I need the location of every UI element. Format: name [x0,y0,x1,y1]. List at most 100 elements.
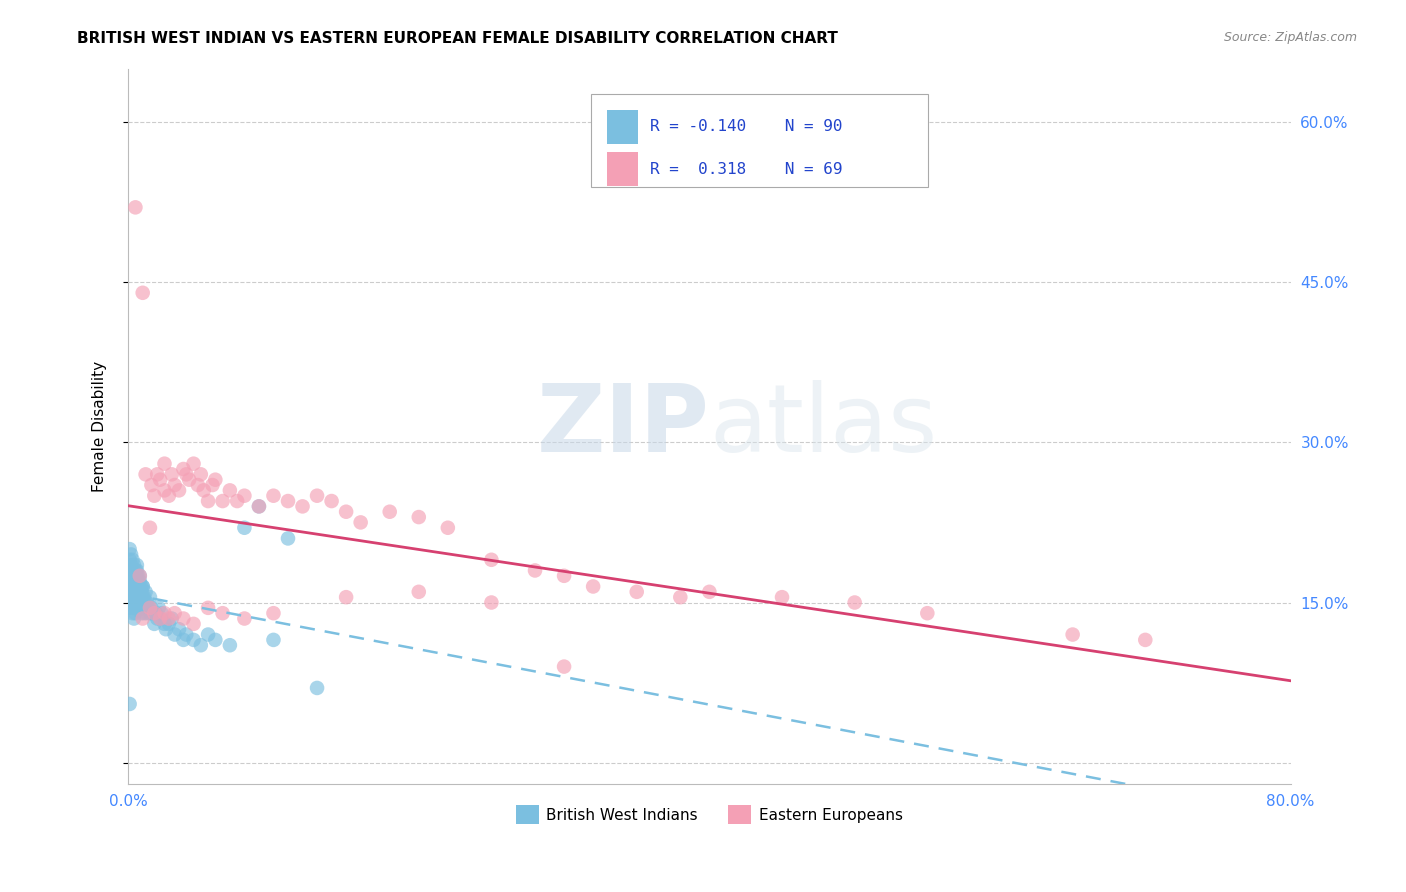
Point [131,579,153,593]
Text: Source: ZipAtlas.com: Source: ZipAtlas.com [1223,31,1357,45]
Point [291,500,314,514]
Point [163,627,186,641]
Point [553,569,575,583]
Point [127,569,149,583]
Point [143,606,166,620]
Point [124,564,146,578]
Point [120,579,142,593]
Point [201,478,224,492]
Point [626,584,648,599]
Point [122,558,145,573]
Point [155,622,177,636]
Point [125,558,148,573]
Point [582,579,605,593]
Point [263,606,285,620]
Point [120,569,142,583]
Point [129,606,152,620]
Point [135,595,157,609]
Point [197,627,219,641]
Point [120,558,142,573]
Legend: British West Indians, Eastern Europeans: British West Indians, Eastern Europeans [509,799,910,830]
Point [167,622,190,636]
Point [143,489,166,503]
Point [141,478,163,492]
Point [122,611,145,625]
Point [125,569,148,583]
Point [157,616,180,631]
Point [149,473,172,487]
Point [118,564,141,578]
Point [127,595,149,609]
Point [153,457,176,471]
Point [125,600,148,615]
Point [844,595,866,609]
Point [1135,632,1157,647]
Point [145,606,167,620]
Point [131,590,153,604]
Point [121,574,143,589]
Point [699,584,721,599]
Point [204,473,226,487]
Point [124,579,146,593]
Point [128,600,150,615]
Point [335,505,357,519]
Point [125,564,148,578]
Point [218,483,240,498]
Point [153,616,176,631]
Point [131,600,153,615]
Point [124,590,146,604]
Point [183,457,205,471]
Point [146,611,169,625]
Point [141,600,163,615]
Point [179,473,201,487]
Point [121,564,143,578]
Point [125,590,148,604]
Point [122,569,145,583]
Point [118,542,141,557]
Point [163,606,186,620]
Point [118,595,141,609]
Point [157,611,180,625]
Point [183,616,205,631]
Point [153,606,176,620]
Point [149,611,172,625]
Point [121,606,143,620]
Point [131,611,153,625]
Point [124,606,146,620]
Point [157,489,180,503]
Point [124,574,146,589]
Point [150,606,173,620]
Point [149,611,172,625]
Point [136,595,159,609]
Point [121,584,143,599]
Point [1062,627,1084,641]
Point [127,584,149,599]
Point [167,483,190,498]
Point [134,606,156,620]
Point [553,659,575,673]
Point [129,579,152,593]
Point [190,467,212,482]
Point [277,532,299,546]
Point [118,697,141,711]
Point [172,632,194,647]
Point [172,462,194,476]
Text: R = -0.140    N = 90: R = -0.140 N = 90 [650,120,842,134]
Point [139,606,162,620]
Point [135,467,157,482]
Point [142,606,165,620]
Point [481,595,503,609]
Point [125,579,148,593]
Point [307,681,329,695]
Point [135,600,157,615]
Point [277,494,299,508]
Point [321,494,343,508]
Point [190,638,212,652]
Text: atlas: atlas [710,380,938,472]
Point [139,600,162,615]
Point [136,606,159,620]
Point [124,200,146,214]
Point [481,553,503,567]
Point [134,590,156,604]
Point [233,489,256,503]
